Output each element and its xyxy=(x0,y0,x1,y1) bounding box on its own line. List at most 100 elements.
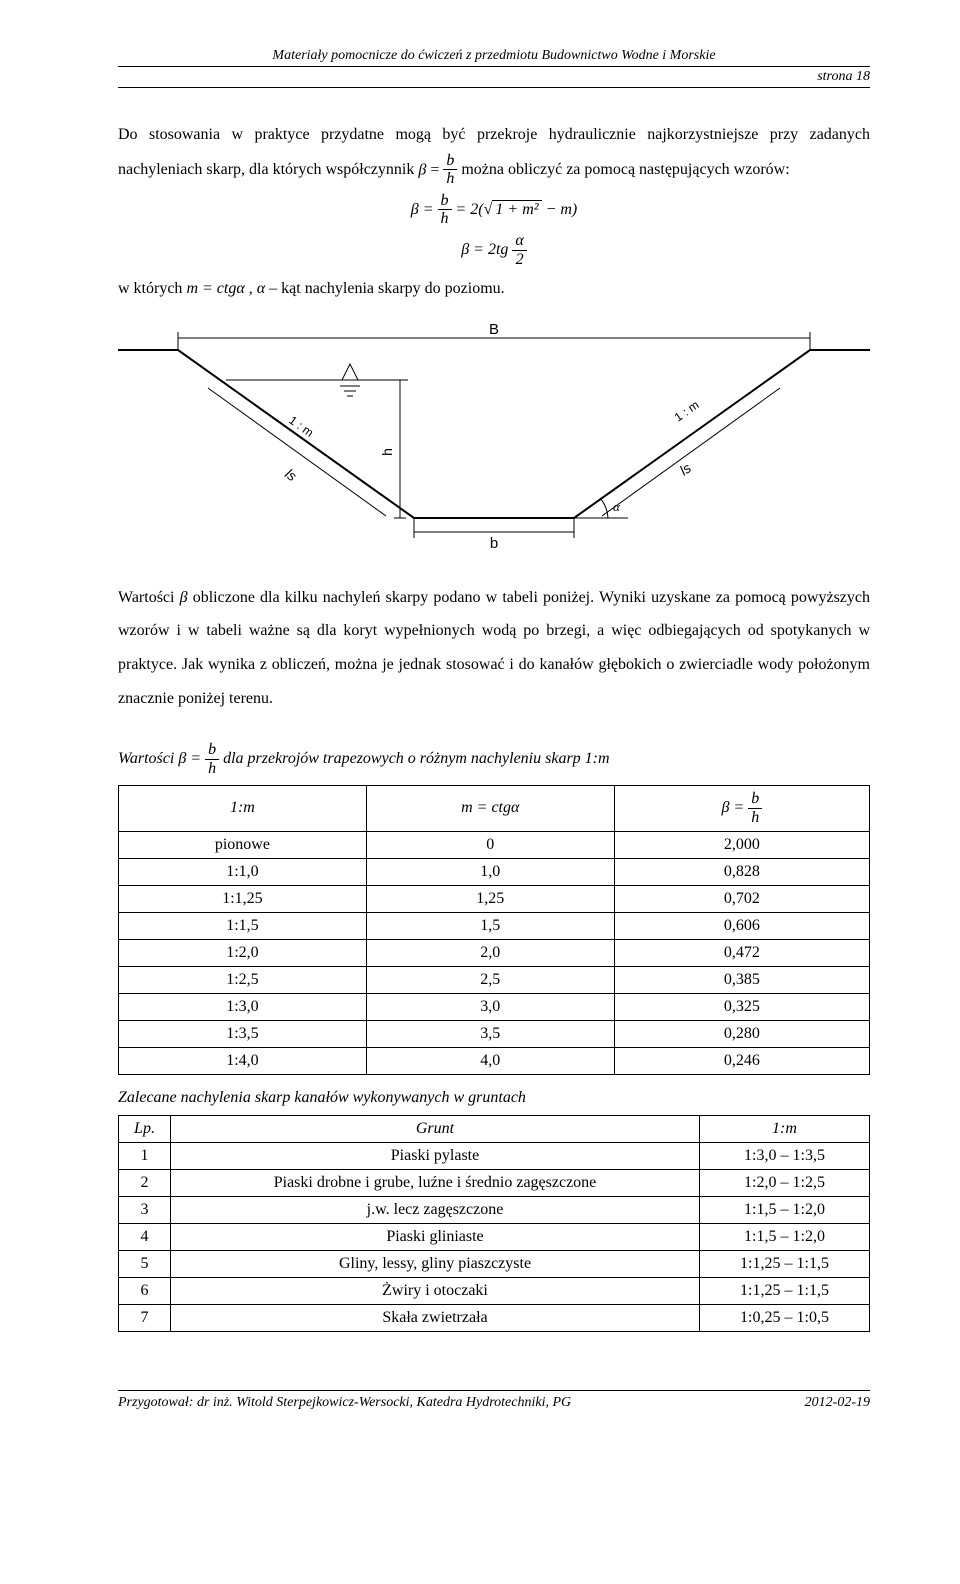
th-grunt: Grunt xyxy=(171,1115,700,1142)
table-cell: 4 xyxy=(119,1223,171,1250)
alpha-sym: α xyxy=(257,280,265,297)
num-a: α xyxy=(512,232,526,251)
table-cell: 1:1,5 – 1:2,0 xyxy=(700,1196,870,1223)
table-cell: Piaski gliniaste xyxy=(171,1223,700,1250)
label-h: h xyxy=(379,448,395,456)
table-cell: 2 xyxy=(119,1169,171,1196)
two-tg: 2tg xyxy=(488,241,508,258)
label-ls-l: ls xyxy=(282,465,299,484)
beta-sym-2: β xyxy=(180,589,188,606)
table-cell: 1 xyxy=(119,1142,171,1169)
table-row: 2Piaski drobne i grube, luźne i średnio … xyxy=(119,1169,870,1196)
num: b xyxy=(438,192,452,211)
table-cell: 0,325 xyxy=(614,993,869,1020)
formula-beta-tg: β = 2tg α 2 xyxy=(118,232,870,268)
formula-beta-sqrt: β = b h = 2(√1 + m² − m) xyxy=(118,192,870,228)
table-soil-body: 1Piaski pylaste1:3,0 – 1:3,52Piaski drob… xyxy=(119,1142,870,1331)
table-cell: 4,0 xyxy=(366,1047,614,1074)
den: h xyxy=(438,210,452,228)
table-cell: 1:2,5 xyxy=(119,966,367,993)
m-ctg: m = ctgα xyxy=(186,280,244,297)
table-caption-soil: Zalecane nachylenia skarp kanałów wykony… xyxy=(118,1089,870,1107)
label-B: B xyxy=(489,321,499,338)
paragraph-2: w których m = ctgα , α – kąt nachylenia … xyxy=(118,272,870,306)
th-beta-eq: β = xyxy=(721,799,748,816)
table-cell: 1,25 xyxy=(366,885,614,912)
table-row: 3j.w. lecz zagęszczone1:1,5 – 1:2,0 xyxy=(119,1196,870,1223)
footer-right: 2012-02-19 xyxy=(805,1395,870,1411)
table-cell: 1:3,0 xyxy=(119,993,367,1020)
p2b: – kąt nachylenia skarpy do poziomu. xyxy=(269,280,505,297)
table-row: 1:3,03,00,325 xyxy=(119,993,870,1020)
table-cell: 0,472 xyxy=(614,939,869,966)
table-cell: 2,5 xyxy=(366,966,614,993)
table-cell: Skała zwietrzała xyxy=(171,1304,700,1331)
frac-den: h xyxy=(443,170,457,188)
table-cell: pionowe xyxy=(119,831,367,858)
table-cell: 3,0 xyxy=(366,993,614,1020)
comma: , xyxy=(249,280,257,297)
th-1m: 1:m xyxy=(700,1115,870,1142)
table-cell: 1:2,0 – 1:2,5 xyxy=(700,1169,870,1196)
p3-a: Wartości xyxy=(118,589,180,606)
table-cell: 0,280 xyxy=(614,1020,869,1047)
den-2: 2 xyxy=(512,251,526,269)
table-cell: 0,828 xyxy=(614,858,869,885)
table-caption-beta: Wartości β = b h dla przekrojów trapezow… xyxy=(118,741,870,777)
table-row: 1:m m = ctgα β = b h xyxy=(119,786,870,831)
th-frac: b h xyxy=(748,790,762,826)
table-row: pionowe02,000 xyxy=(119,831,870,858)
p2a: w których xyxy=(118,280,186,297)
table-cell: 1:0,25 – 1:0,5 xyxy=(700,1304,870,1331)
table-cell: Piaski drobne i grube, luźne i średnio z… xyxy=(171,1169,700,1196)
table-row: 1:2,52,50,385 xyxy=(119,966,870,993)
table-cell: 6 xyxy=(119,1277,171,1304)
table-cell: 1,0 xyxy=(366,858,614,885)
table-row: 1:4,04,00,246 xyxy=(119,1047,870,1074)
paragraph-1: Do stosowania w praktyce przydatne mogą … xyxy=(118,118,870,188)
sqrt: √1 + m² xyxy=(484,197,542,223)
eq2: = xyxy=(456,201,471,218)
water-triangle xyxy=(342,364,358,380)
th-num: b xyxy=(748,790,762,809)
label-alpha: α xyxy=(613,499,621,514)
th-den: h xyxy=(748,809,762,827)
table-row: 1:1,251,250,702 xyxy=(119,885,870,912)
cap1-den: h xyxy=(205,760,219,778)
table-cell: 1:1,25 – 1:1,5 xyxy=(700,1250,870,1277)
table-cell: 0,385 xyxy=(614,966,869,993)
th-m-ctg: m = ctgα xyxy=(366,786,614,831)
two-open: 2( xyxy=(470,201,483,218)
table-cell: 0,246 xyxy=(614,1047,869,1074)
table-row: 1:1,01,00,828 xyxy=(119,858,870,885)
table-cell: 5 xyxy=(119,1250,171,1277)
table-cell: 1:4,0 xyxy=(119,1047,367,1074)
frac-b-h-2: b h xyxy=(438,192,452,228)
table-row: 1Piaski pylaste1:3,0 – 1:3,5 xyxy=(119,1142,870,1169)
paragraph-3: Wartości β obliczone dla kilku nachyleń … xyxy=(118,581,870,715)
dim-ls-l xyxy=(208,388,386,516)
table-cell: 2,0 xyxy=(366,939,614,966)
table-cell: j.w. lecz zagęszczone xyxy=(171,1196,700,1223)
cap1-num: b xyxy=(205,741,219,760)
label-ls-r: ls xyxy=(677,459,694,478)
diagram-svg: B b h 1 : m ls 1 : m ls xyxy=(118,318,870,558)
table-soil: Lp. Grunt 1:m 1Piaski pylaste1:3,0 – 1:3… xyxy=(118,1115,870,1332)
table-cell: Piaski pylaste xyxy=(171,1142,700,1169)
frac-num: b xyxy=(443,152,457,171)
p1-text-b: można obliczyć za pomocą następujących w… xyxy=(461,160,789,177)
sqrt-inner: 1 + m² xyxy=(492,200,541,218)
table-row: 1:1,51,50,606 xyxy=(119,912,870,939)
cap1-a: Wartości xyxy=(118,750,178,767)
table-beta: 1:m m = ctgα β = b h pionowe02,0001:1,01… xyxy=(118,785,870,1074)
page: Materiały pomocnicze do ćwiczeń z przedm… xyxy=(0,0,960,1584)
eq-sign: = xyxy=(426,161,443,178)
table-cell: Żwiry i otoczaki xyxy=(171,1277,700,1304)
running-header: Materiały pomocnicze do ćwiczeń z przedm… xyxy=(118,48,870,67)
label-b: b xyxy=(490,535,498,552)
table-row: Lp. Grunt 1:m xyxy=(119,1115,870,1142)
table-cell: Gliny, lessy, gliny piaszczyste xyxy=(171,1250,700,1277)
table-cell: 1:1,25 xyxy=(119,885,367,912)
table-row: 5Gliny, lessy, gliny piaszczyste1:1,25 –… xyxy=(119,1250,870,1277)
footer-left: Przygotował: dr inż. Witold Sterpejkowic… xyxy=(118,1395,571,1411)
